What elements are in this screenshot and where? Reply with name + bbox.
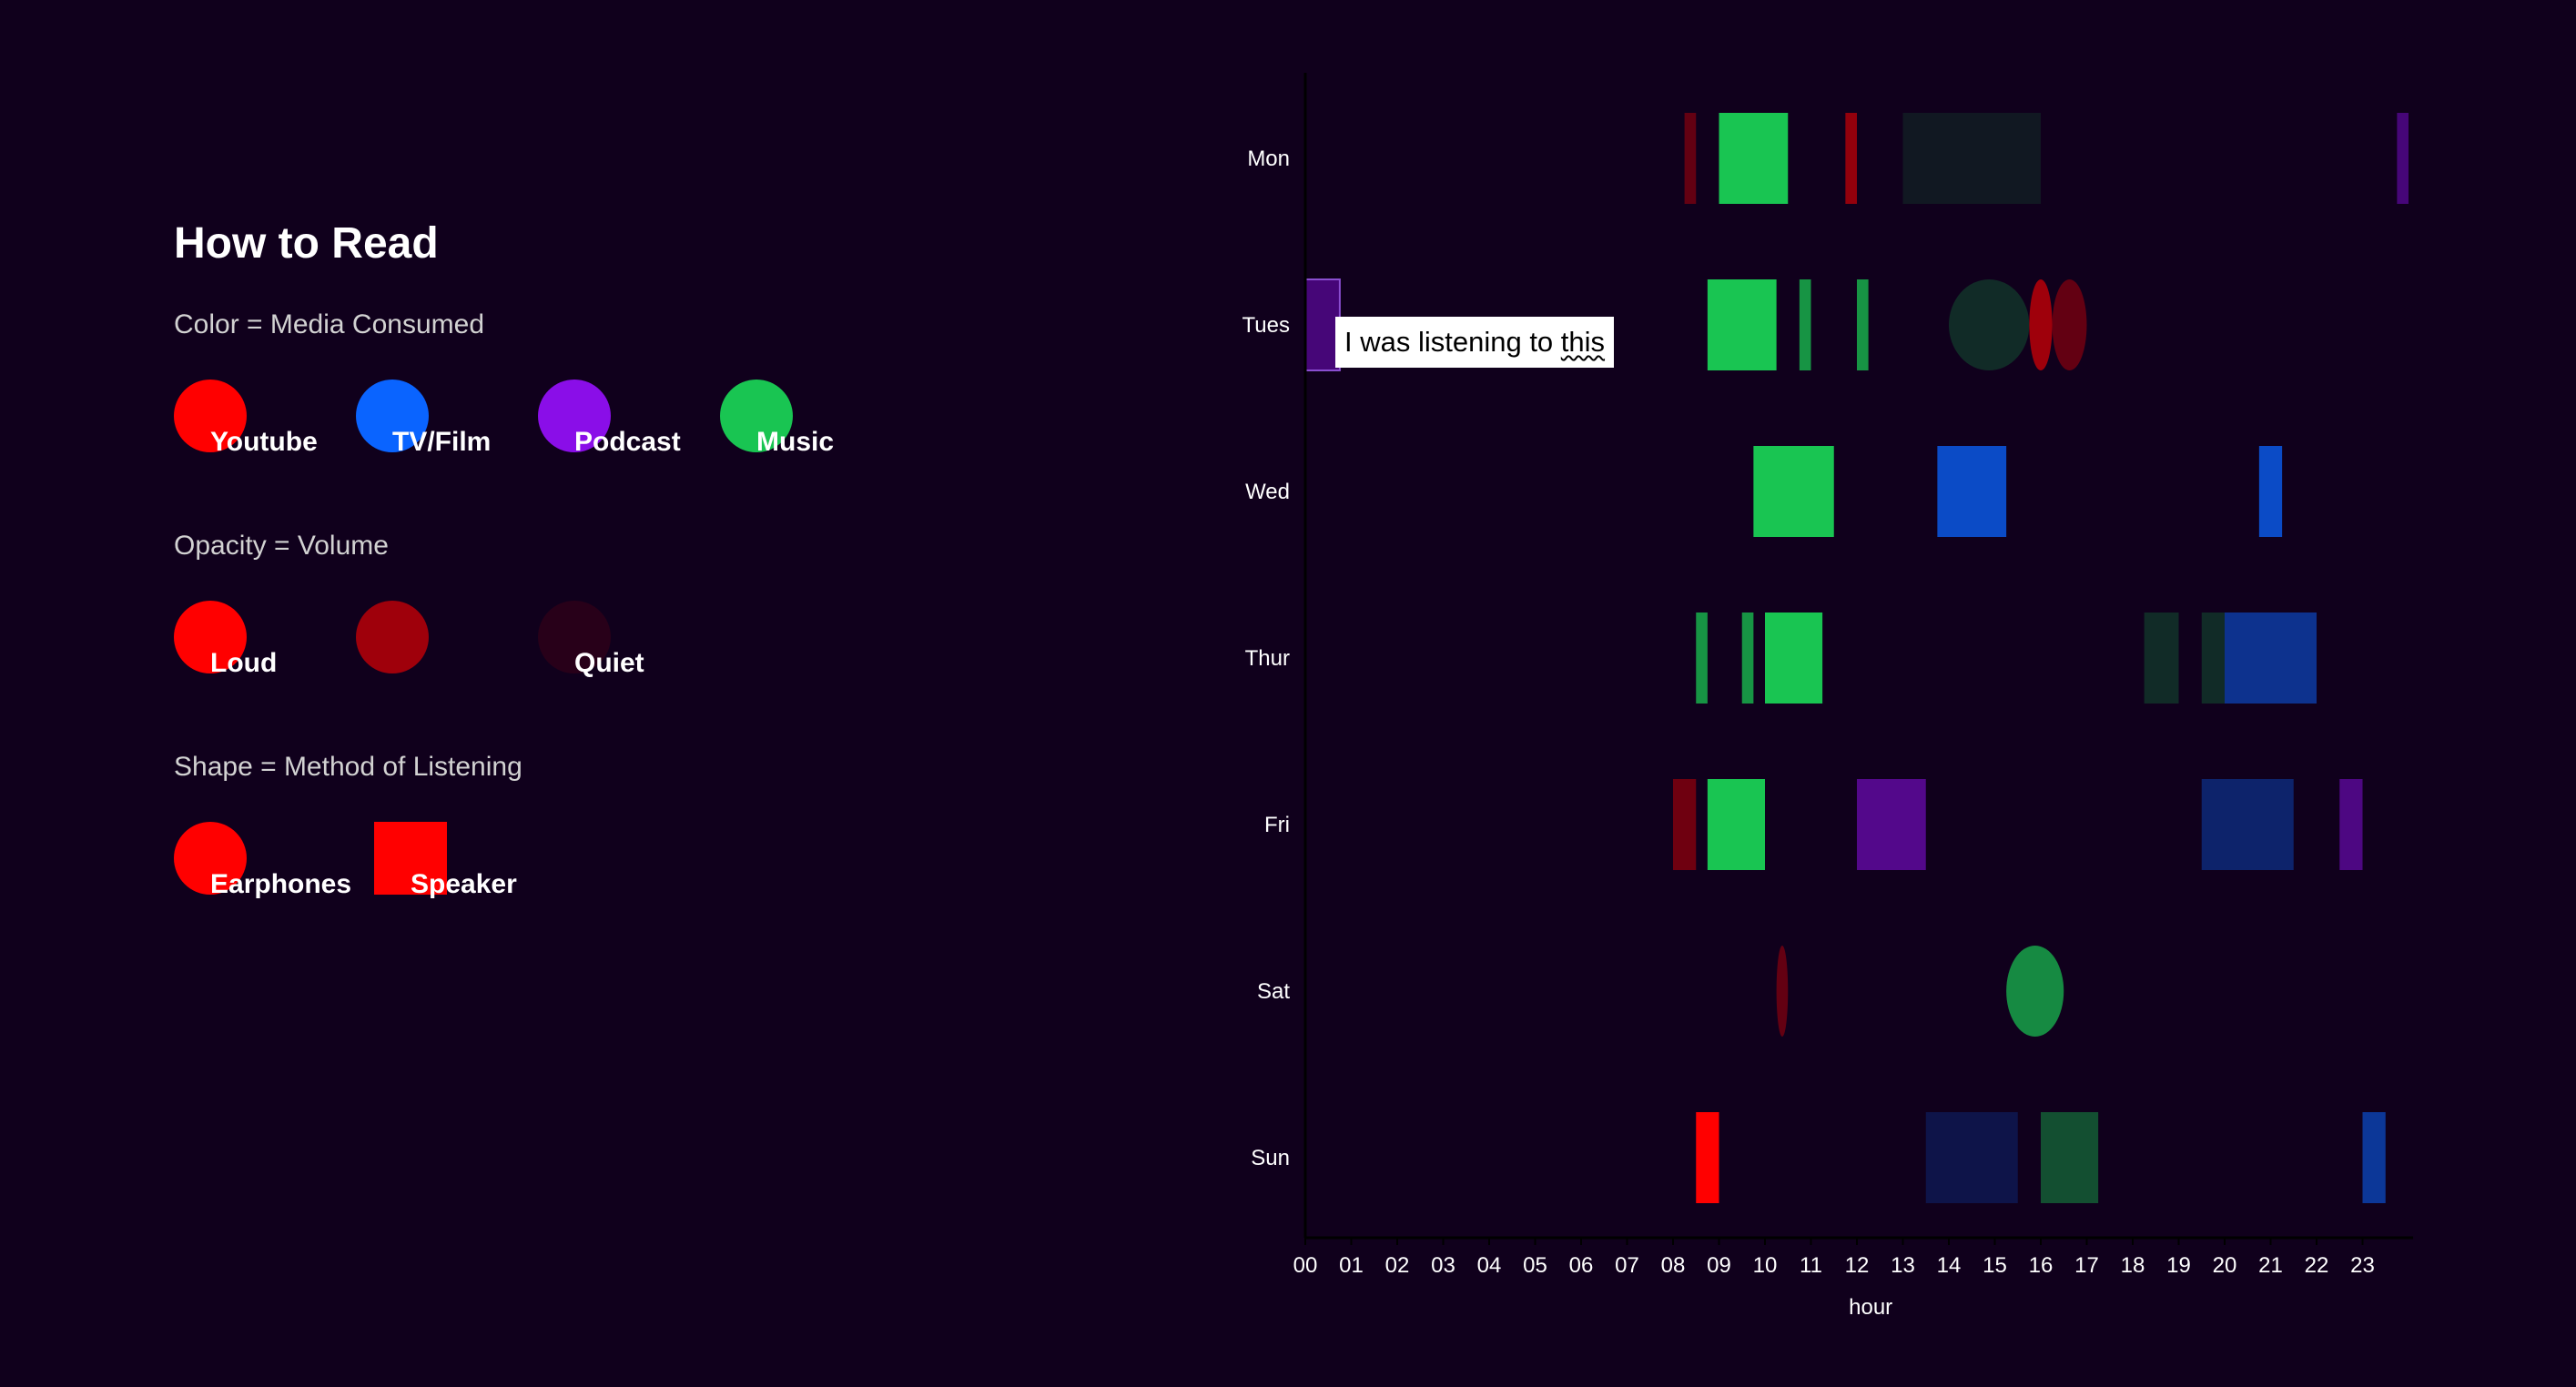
- x-tick-label: 05: [1523, 1253, 1547, 1278]
- tooltip: I was listening to this: [1335, 317, 1615, 368]
- session-mark[interactable]: [2006, 946, 2064, 1037]
- x-tick-label: 07: [1615, 1253, 1639, 1278]
- x-tick-label: 01: [1339, 1253, 1364, 1278]
- x-tick-label: 06: [1569, 1253, 1594, 1278]
- session-mark[interactable]: [1707, 279, 1777, 370]
- session-mark[interactable]: [1696, 1112, 1719, 1203]
- tv-film-label: TV/Film: [392, 427, 492, 457]
- session-mark[interactable]: [1925, 1112, 2018, 1203]
- session-mark[interactable]: [1684, 113, 1697, 204]
- session-mark[interactable]: [1857, 779, 1926, 870]
- session-mark[interactable]: [2397, 113, 2409, 204]
- x-tick-label: 15: [1983, 1253, 2007, 1278]
- x-tick-label: 03: [1431, 1253, 1455, 1278]
- quiet-label: Quiet: [574, 648, 644, 678]
- y-tick-label: Sat: [1257, 979, 1290, 1004]
- session-mark[interactable]: [2041, 1112, 2099, 1203]
- session-mark[interactable]: [1741, 613, 1754, 704]
- session-mark[interactable]: [1696, 613, 1708, 704]
- podcast-swatch: [538, 380, 611, 452]
- session-mark[interactable]: [1707, 779, 1765, 870]
- y-tick-label: Mon: [1247, 147, 1290, 171]
- legend-title: How to Read: [174, 219, 439, 268]
- color-section-title: Color = Media Consumed: [174, 309, 485, 339]
- tooltip-link[interactable]: this: [1560, 326, 1606, 358]
- session-mark[interactable]: [2258, 446, 2283, 537]
- tv-film-swatch: [356, 380, 429, 452]
- y-tick-label: Fri: [1264, 813, 1290, 837]
- session-mark[interactable]: [1765, 613, 1823, 704]
- x-tick-label: 23: [2350, 1253, 2375, 1278]
- quiet-swatch: [538, 601, 611, 673]
- x-tick-label: 11: [1800, 1253, 1822, 1278]
- session-mark[interactable]: [2144, 613, 2179, 704]
- session-mark[interactable]: [2362, 1112, 2386, 1203]
- music-label: Music: [756, 427, 835, 457]
- x-tick-label: 22: [2305, 1253, 2329, 1278]
- session-mark[interactable]: [1857, 279, 1869, 370]
- y-tick-label: Wed: [1245, 480, 1290, 504]
- session-mark[interactable]: [2201, 613, 2225, 704]
- session-mark[interactable]: [1845, 113, 1857, 204]
- x-tick-label: 17: [2074, 1253, 2099, 1278]
- x-tick-label: 08: [1661, 1253, 1686, 1278]
- x-tick-label: 16: [2029, 1253, 2054, 1278]
- session-mark[interactable]: [1799, 279, 1811, 370]
- x-tick-label: 04: [1477, 1253, 1502, 1278]
- earphones-swatch: [174, 822, 247, 895]
- tooltip-text: I was listening to: [1344, 326, 1561, 358]
- session-mark[interactable]: [1305, 279, 1340, 370]
- x-tick-label: 00: [1293, 1253, 1318, 1278]
- speaker-swatch: [374, 822, 447, 895]
- session-mark[interactable]: [2052, 279, 2087, 370]
- chart-axes: Mon Tues Wed Thur Fri Sat Sun 00 01 02 03 04 05 06 07 0…: [1242, 73, 2414, 1320]
- loud-swatch: [174, 601, 247, 673]
- session-mark[interactable]: [1902, 113, 2042, 204]
- x-tick-label: 09: [1707, 1253, 1731, 1278]
- x-tick-label: 14: [1937, 1253, 1962, 1278]
- medium-swatch: [356, 601, 429, 673]
- session-mark[interactable]: [2225, 613, 2317, 704]
- opacity-section-title: Opacity = Volume: [174, 531, 389, 561]
- music-swatch: [720, 380, 793, 452]
- session-mark[interactable]: [1937, 446, 2007, 537]
- legend-panel: How to Read Color = Media Consumed Youtu…: [174, 218, 993, 947]
- y-tick-label: Sun: [1251, 1146, 1290, 1170]
- shape-section-title: Shape = Method of Listening: [174, 752, 522, 782]
- session-mark[interactable]: [1753, 446, 1834, 537]
- x-tick-label: 02: [1385, 1253, 1410, 1278]
- session-mark[interactable]: [1776, 946, 1789, 1037]
- x-axis-title: hour: [1849, 1295, 1892, 1320]
- speaker-label: Speaker: [411, 869, 517, 899]
- y-tick-label: Tues: [1242, 313, 1290, 338]
- earphones-label: Earphones: [210, 869, 352, 899]
- session-mark[interactable]: [1719, 113, 1789, 204]
- x-tick-label: 12: [1845, 1253, 1870, 1278]
- x-tick-label: 18: [2121, 1253, 2145, 1278]
- x-tick-label: 13: [1891, 1253, 1915, 1278]
- x-tick-label: 19: [2166, 1253, 2191, 1278]
- session-mark[interactable]: [2339, 779, 2363, 870]
- x-tick-label: 21: [2258, 1253, 2283, 1278]
- y-tick-label: Thur: [1245, 646, 1290, 671]
- podcast-label: Podcast: [574, 427, 681, 457]
- session-mark[interactable]: [1949, 279, 2030, 370]
- loud-label: Loud: [210, 648, 278, 678]
- youtube-label: Youtube: [210, 427, 318, 457]
- session-mark[interactable]: [2201, 779, 2294, 870]
- youtube-swatch: [174, 380, 247, 452]
- session-mark[interactable]: [2029, 279, 2053, 370]
- session-mark[interactable]: [1673, 779, 1697, 870]
- x-tick-label: 10: [1753, 1253, 1778, 1278]
- x-tick-label: 20: [2213, 1253, 2237, 1278]
- session-marks: [1304, 113, 2409, 1203]
